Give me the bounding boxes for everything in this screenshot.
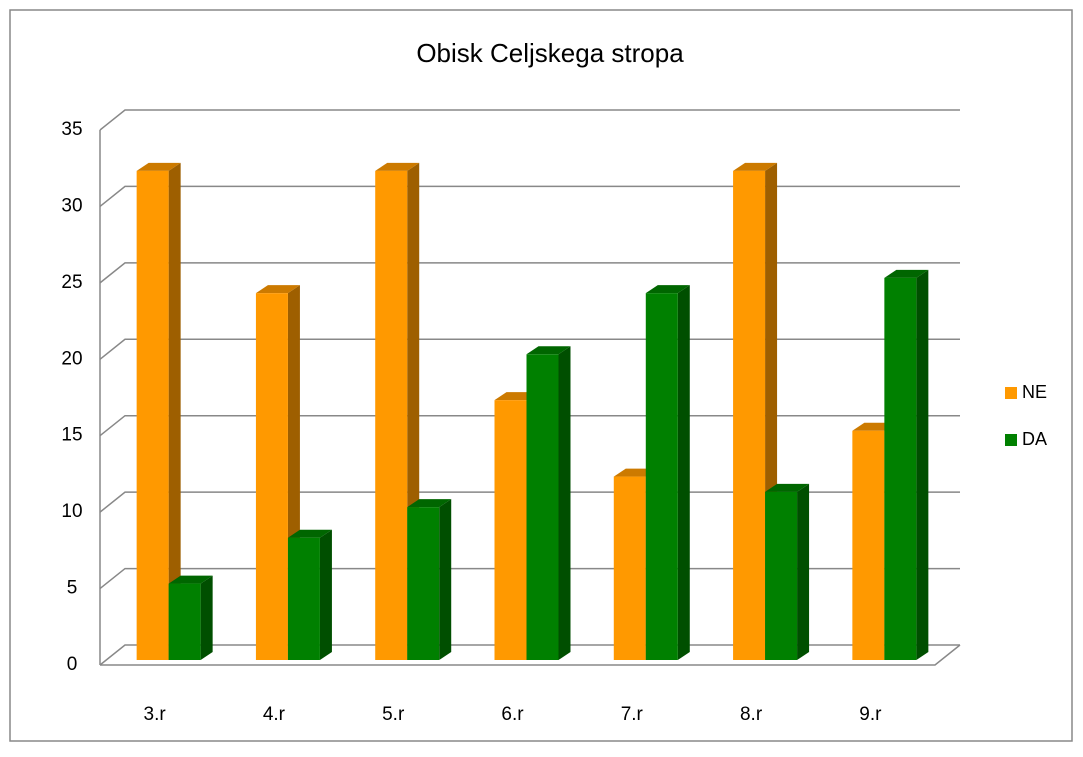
grid-line	[99, 185, 960, 208]
bar-front	[494, 400, 527, 660]
bar-side	[677, 285, 690, 660]
bar	[168, 575, 213, 660]
bar-side	[200, 575, 213, 660]
floor-edge	[100, 644, 961, 666]
bar-front	[884, 277, 917, 660]
grid-line	[99, 109, 960, 131]
bar-front	[733, 170, 766, 660]
legend-label: NE	[1022, 382, 1047, 402]
bar-front	[287, 537, 320, 660]
bar	[375, 162, 420, 660]
bar-top	[645, 285, 690, 294]
bar-top	[255, 285, 300, 294]
bar	[287, 529, 332, 660]
y-tick-label: 20	[61, 348, 82, 369]
bar-top	[136, 162, 181, 171]
bar-top	[375, 162, 420, 171]
y-tick-label: 0	[67, 654, 78, 675]
bar-side	[319, 529, 332, 660]
y-tick-label: 35	[61, 119, 82, 140]
bar-front	[526, 354, 559, 660]
bar-top	[287, 529, 332, 538]
bar-top	[168, 575, 213, 584]
x-tick-label: 8.r	[740, 704, 763, 725]
x-tick-label: 5.r	[382, 704, 405, 725]
y-tick-label: 10	[61, 501, 82, 522]
bar-front	[407, 507, 440, 660]
bar-top	[884, 269, 929, 278]
bar-front	[255, 293, 288, 660]
bar-top	[526, 346, 571, 355]
chart-title: Obisk Celjskega stropa	[416, 38, 684, 68]
y-tick-label: 15	[61, 425, 82, 446]
x-tick-label: 3.r	[144, 704, 167, 725]
bar-front	[136, 170, 169, 660]
x-tick-label: 7.r	[621, 704, 644, 725]
y-tick-label: 5	[67, 578, 78, 599]
bar	[765, 483, 810, 660]
bar-top	[407, 499, 452, 508]
grid-line-part	[99, 262, 960, 284]
bar	[526, 346, 571, 660]
legend-swatch	[1005, 434, 1017, 446]
bar	[884, 269, 929, 660]
y-tick-label: 25	[61, 272, 82, 293]
x-tick-label: 4.r	[263, 704, 286, 725]
bar-side	[439, 499, 452, 660]
x-tick-label: 9.r	[859, 704, 882, 725]
legend-label: DA	[1022, 429, 1047, 449]
grid-line-part	[99, 109, 960, 131]
bar-top	[765, 483, 810, 492]
bar-top	[733, 162, 778, 171]
legend-swatch	[1005, 387, 1017, 399]
bar-side	[797, 483, 810, 660]
bar	[136, 162, 181, 660]
bar	[645, 285, 690, 660]
bar-side	[168, 162, 181, 660]
grid-line-part	[99, 185, 960, 208]
bar-front	[852, 430, 885, 660]
y-tick-label: 30	[61, 195, 82, 216]
bar	[407, 499, 452, 660]
bar-side	[916, 269, 929, 660]
bar-front	[168, 583, 201, 660]
bar-front	[613, 476, 646, 660]
bar-front	[765, 491, 798, 660]
bar	[255, 285, 300, 660]
x-tick-label: 6.r	[501, 704, 524, 725]
bar-side	[558, 346, 571, 660]
bar-front	[645, 293, 678, 660]
bar-front	[375, 170, 408, 660]
grid-line	[99, 262, 960, 284]
